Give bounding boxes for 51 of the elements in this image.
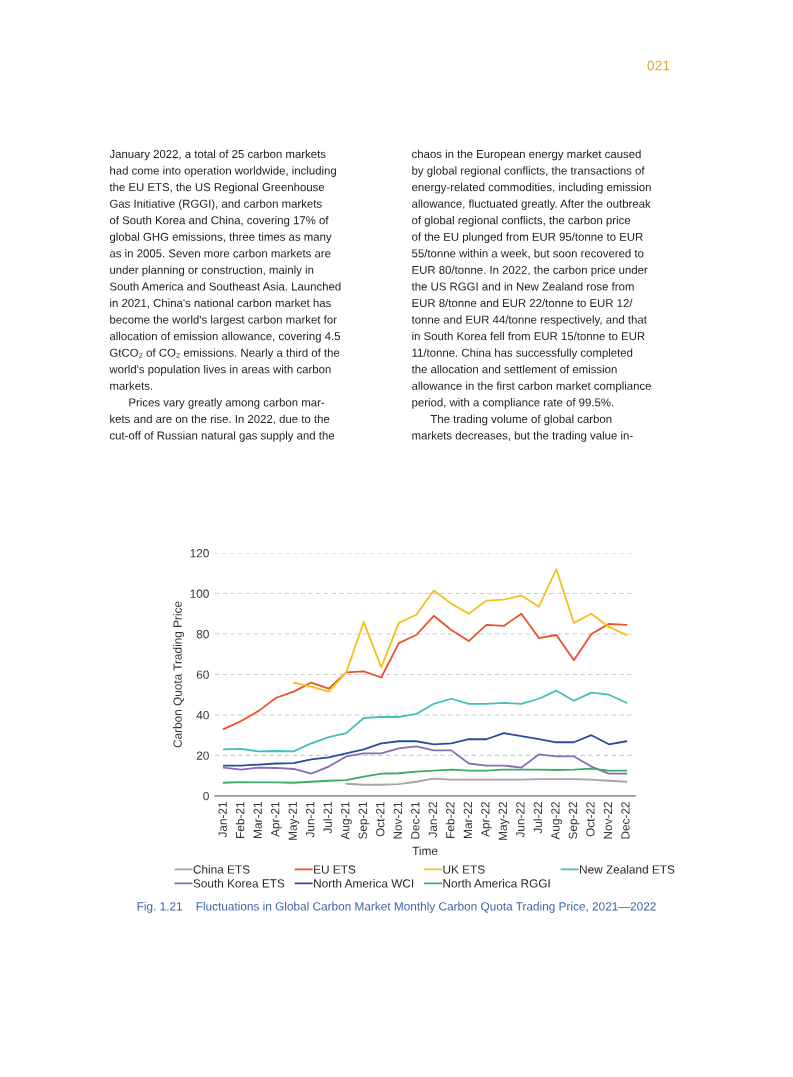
line-series bbox=[222, 612, 628, 731]
x-tick-label: Feb-22 bbox=[445, 802, 455, 838]
x-tick-label: Aug-22 bbox=[551, 802, 562, 840]
line-series bbox=[292, 568, 628, 693]
x-tick-label: Dec-21 bbox=[411, 802, 420, 839]
y-axis-title: Carbon Quota Trading Price bbox=[173, 601, 185, 748]
x-tick-label: Nov-21 bbox=[393, 802, 402, 839]
y-tick-label: 40 bbox=[196, 710, 209, 720]
x-axis-title: Time bbox=[412, 846, 438, 856]
legend-label: China ETS bbox=[193, 864, 250, 874]
x-tick-label: Mar-22 bbox=[463, 802, 472, 838]
x-tick-label: Jan-21 bbox=[218, 802, 227, 838]
x-tick-label: Aug-21 bbox=[341, 802, 352, 840]
x-tick-label: Oct-22 bbox=[586, 802, 595, 837]
x-tick-label: Apr-21 bbox=[271, 802, 282, 837]
y-tick-label: 20 bbox=[196, 751, 209, 760]
line-series bbox=[222, 732, 628, 767]
text: 021 bbox=[647, 60, 670, 71]
x-tick-label: Oct-21 bbox=[376, 802, 385, 837]
legend-label: UK ETS bbox=[443, 865, 485, 874]
x-tick-label: Dec-22 bbox=[621, 802, 630, 839]
x-tick-label: Jul-21 bbox=[323, 802, 332, 834]
x-tick-label: Nov-22 bbox=[603, 802, 613, 839]
x-tick-label: Sep-21 bbox=[358, 802, 370, 839]
x-tick-label: Mar-21 bbox=[253, 802, 262, 838]
legend-label: New Zealand ETS bbox=[580, 864, 675, 874]
x-tick-label: May-22 bbox=[498, 802, 510, 840]
x-tick-label: Jul-22 bbox=[533, 802, 543, 834]
text: January 2022, a total of 25 carbon markets had come into operation worldwide, including the EU ETS, the US Regional Greenhouse Gas Initiative (RGGI), and carbon markets of South Korea and China, covering 17% of global GHG emissions, three times as many as in 2005. Seven more carbon markets are under planning or construction, mainly in South America and Southeast Asia. Launched in 2021, China's national carbon market has become the world's largest carbon market for allocation of emission allowance, covering 4.5 GtCO₂ of CO₂ emissions. Nearly a third of the world's population lives in areas with carbon markets. Prices vary greatly among carbon mar- kets and are on the rise. In 2022, due to the cut-off of Russian natural gas supply and the bbox=[109, 149, 341, 442]
text: Fig. 1.21 Fluctuations in Global Carbon Market Monthly Carbon Quota Trading Price, 2021—2022 bbox=[137, 901, 656, 913]
y-tick-label: 60 bbox=[196, 670, 209, 679]
legend-label: North America RGGI bbox=[443, 878, 550, 888]
x-tick-label: Apr-22 bbox=[481, 802, 492, 837]
y-tick-label: 120 bbox=[190, 549, 209, 558]
x-tick-label: Sep-22 bbox=[568, 802, 580, 839]
y-tick-label: 0 bbox=[203, 791, 209, 801]
x-tick-label: Jun-21 bbox=[306, 802, 315, 838]
x-tick-label: Feb-21 bbox=[235, 802, 245, 838]
y-tick-label: 100 bbox=[190, 589, 209, 598]
x-tick-label: Jun-22 bbox=[516, 802, 525, 838]
legend-label: South Korea ETS bbox=[193, 878, 285, 888]
x-tick-label: Jan-22 bbox=[428, 802, 437, 838]
legend-label: North America WCI bbox=[314, 878, 414, 888]
legend-label: EU ETS bbox=[314, 865, 356, 874]
y-tick-label: 80 bbox=[196, 630, 209, 639]
line-series bbox=[222, 745, 628, 775]
line-series bbox=[222, 689, 628, 753]
text: chaos in the European energy market caused by global regional conflicts, the transactions of energy-related commodities, including emission allowance, fluctuated greatly. After the outbreak of global regional conflicts, the carbon price of the EU plunged from EUR 95/tonne to EUR 55/tonne within a week, but soon recovered to EUR 80/tonne. In 2022, the carbon price under the US RGGI and in New Zealand rose from EUR 8/tonne and EUR 22/tonne to EUR 12/ tonne and EUR 44/tonne respectively, and that in South Korea fell from EUR 15/tonne to EUR 11/tonne. China has successfully completed the allocation and settlement of emission allowance in the first carbon market compliance period, with a compliance rate of 99.5%. The trading volume of global carbon markets decreases, but the trading value in- bbox=[411, 149, 651, 442]
x-tick-label: May-21 bbox=[288, 802, 300, 840]
line-series bbox=[345, 777, 628, 786]
line-series bbox=[222, 767, 628, 784]
